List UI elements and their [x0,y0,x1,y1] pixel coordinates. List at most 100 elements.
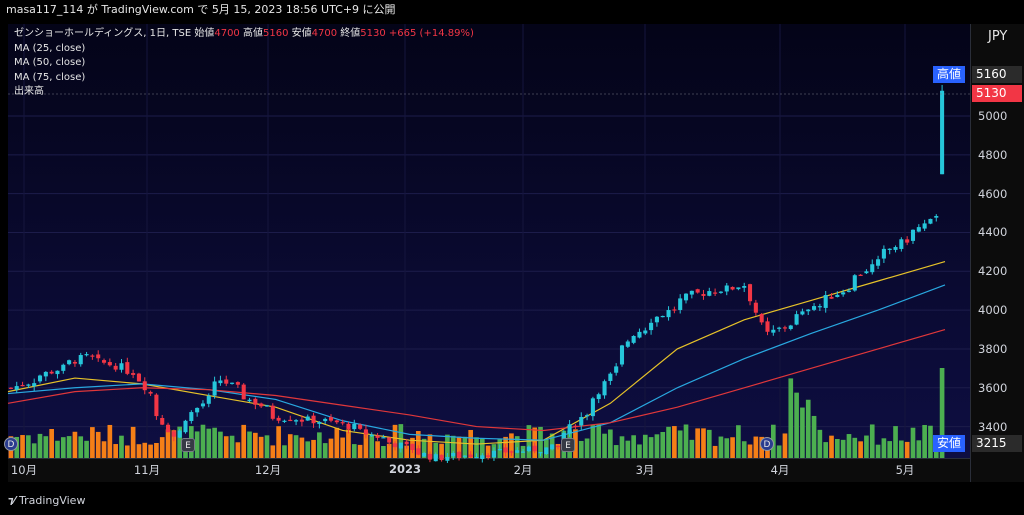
volume-bar [811,415,817,458]
candle-body [154,394,159,417]
legend-symbol-row: ゼンショーホールディングス, 1日, TSE 始値4700 高値5160 安値4… [14,27,474,42]
candle-body [625,341,630,347]
volume-bar [427,434,433,458]
candle-body [323,418,328,422]
volume-bar [72,431,78,458]
candle-body [37,375,43,382]
candle-body [666,310,671,318]
dividend-badge[interactable]: D [760,437,774,451]
candle-body [171,431,176,437]
volume-bar [613,445,619,458]
candle-body [183,420,188,433]
volume-bar [450,435,456,458]
candle-body [439,454,444,461]
candle-body [893,247,898,250]
volume-bar [695,428,700,458]
legend-ma50[interactable]: MA (50, close) [14,57,86,68]
volume-bar [456,436,462,458]
chart-legend: ゼンショーホールディングス, 1日, TSE 始値4700 高値5160 安値4… [14,27,474,100]
candle-body [334,420,339,423]
legend-volume[interactable]: 出来高 [14,86,44,97]
legend-ma25[interactable]: MA (25, close) [14,42,86,54]
time-axis[interactable] [8,458,970,482]
candle-body [817,306,822,308]
volume-bar [159,437,165,458]
legend-ma75[interactable]: MA (75, close) [14,71,86,83]
volume-bar [730,437,735,458]
logo-text: TradingView [18,494,86,507]
volume-bar [66,436,72,458]
candlesticks [8,84,945,464]
candle-body [230,382,235,384]
candle-body [672,309,677,311]
candle-body [695,289,700,293]
candle-body [637,331,642,338]
candle-body [346,423,351,429]
volume-bar [78,436,84,458]
volume-bar [299,437,305,458]
low-value: 4700 [311,28,338,39]
candle-body [555,445,561,448]
candle-body [852,275,857,291]
candle-body [195,407,200,413]
volume-bar [596,424,602,458]
candle-body [567,424,572,434]
low-label: 安値 [291,28,312,39]
volume-bar [893,426,898,458]
volume-bar [794,392,799,458]
candle-body [608,373,613,381]
candle-body [812,306,817,310]
volume-bar [858,441,863,458]
volume-bar [573,429,578,458]
candle-body [288,419,293,422]
candle-body [602,381,607,396]
currency-label[interactable]: JPY [988,29,1008,44]
candle-body [212,381,217,396]
low-tag-value: 3215 [972,435,1022,452]
candle-body [521,451,526,453]
volume-bar [357,444,363,458]
dividend-badge[interactable]: D [4,437,18,451]
price-tick-label: 4400 [978,225,1008,240]
candle-body [107,362,112,366]
candle-body [8,387,13,389]
earnings-badge[interactable]: E [181,438,195,452]
candle-body [794,314,799,325]
earnings-badge[interactable]: E [561,438,575,452]
candle-body [404,441,409,445]
candle-body [14,386,19,390]
low-tag-label: 安値 [933,435,966,452]
candle-body [777,327,782,329]
candle-body [736,287,741,290]
candle-body [206,395,211,404]
candle-body [101,360,107,363]
candle-body [689,290,694,295]
candle-body [32,383,37,387]
price-tick-label: 3400 [978,419,1008,434]
candle-body [387,437,392,443]
publish-info: masa117_114 が TradingView.com で 5月 15, 2… [0,0,1024,20]
volume-bar [37,433,43,458]
candle-body [113,365,118,370]
price-tick-label: 4000 [978,303,1008,318]
candle-body [61,364,66,371]
open-label: 始値 [194,28,215,39]
volume-bar [136,444,142,458]
volume-bar [840,439,846,458]
volume-bar [439,443,444,458]
candle-body [26,384,31,386]
tradingview-logo[interactable]: ⁊⁄ TradingView [8,494,85,507]
volume-bar [340,437,345,458]
volume-bar [270,445,276,458]
volume-bar [171,430,177,458]
volume-bar [677,430,683,458]
candle-body [835,294,840,297]
volume-bar [26,435,31,458]
candle-body [177,430,182,438]
volume-bar [287,434,293,458]
volume-bar [875,444,881,458]
candle-body [416,448,421,455]
candle-body [131,373,136,375]
volume-bar [20,435,25,458]
volume-bar [590,425,596,458]
